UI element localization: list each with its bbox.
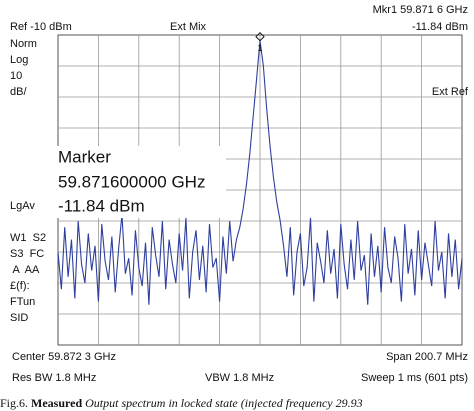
grid — [58, 35, 462, 345]
marker-amplitude: -11.84 dBm — [412, 21, 468, 33]
marker-amplitude-box: -11.84 dBm — [58, 196, 145, 215]
averaging: LgAv — [10, 200, 35, 212]
mixer: Ext Mix — [170, 21, 207, 33]
marker-number: 1 — [257, 43, 262, 53]
trace-group: 1 — [57, 31, 463, 305]
marker-frequency: 59.871600000 GHz — [58, 172, 205, 191]
caption-label: Fig.6. — [0, 396, 28, 410]
caption: Fig.6. Measured Output spectrum in locke… — [0, 396, 363, 410]
left-label: Log — [10, 54, 28, 66]
ext-ref: Ext Ref — [432, 86, 469, 98]
marker-box-bg — [56, 146, 226, 218]
ref-level: Ref -10 dBm — [10, 21, 72, 33]
caption-text: Output spectrum in locked state (injecte… — [85, 396, 362, 410]
status-label: W1 S2 — [10, 232, 46, 244]
status-label: A AA — [10, 264, 40, 276]
marker-title: Marker — [58, 147, 111, 166]
status-label: £(f): — [10, 280, 30, 292]
res-bw: Res BW 1.8 MHz — [12, 372, 96, 384]
status-label: FTun — [10, 296, 35, 308]
marker-diamond — [255, 31, 265, 42]
status-label: SID — [10, 312, 28, 324]
left-label: dB/ — [10, 86, 27, 98]
caption-emphasis: Measured — [31, 396, 82, 410]
center-freq: Center 59.872 3 GHz — [12, 351, 116, 363]
status-label: S3 FC — [10, 248, 44, 260]
span: Span 200.7 MHz — [386, 351, 468, 363]
marker-readout: Mkr1 59.871 6 GHz — [373, 4, 468, 16]
left-label: 10 — [10, 70, 22, 82]
vbw: VBW 1.8 MHz — [205, 372, 274, 384]
sweep: Sweep 1 ms (601 pts) — [361, 372, 468, 384]
left-label: Norm — [10, 38, 37, 50]
